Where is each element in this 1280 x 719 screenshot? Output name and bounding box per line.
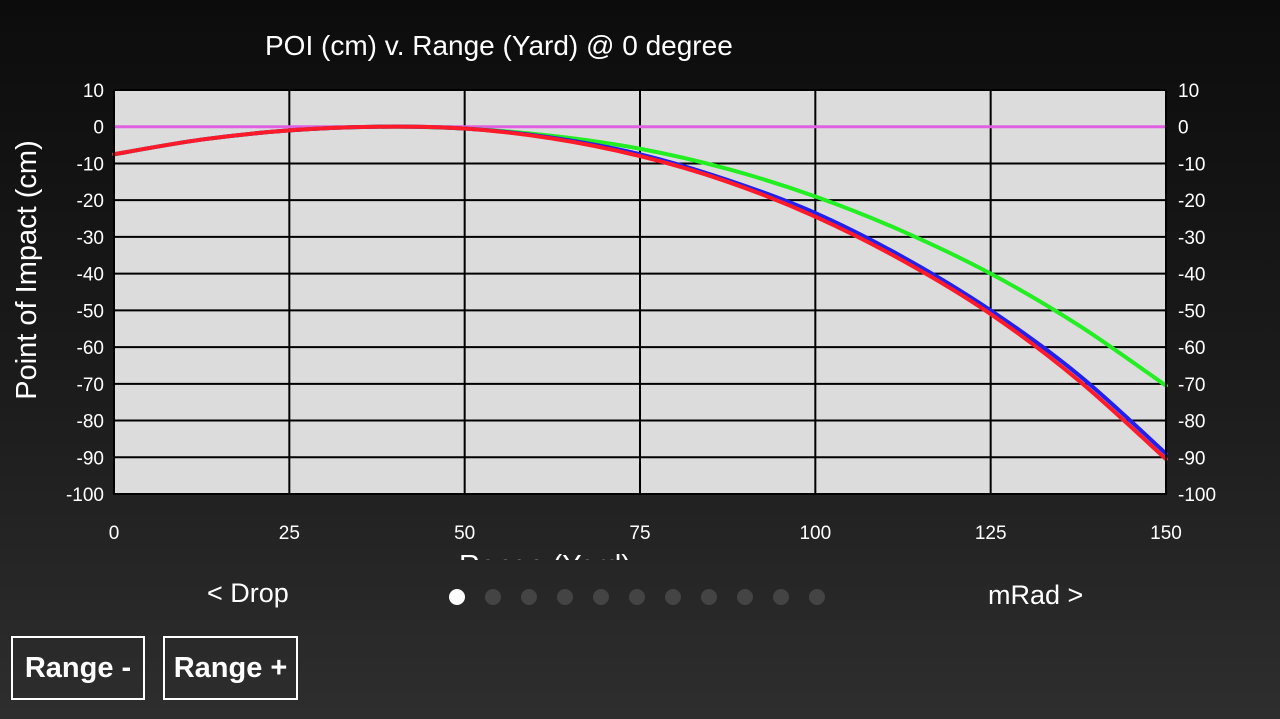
page-dot[interactable] (629, 589, 645, 605)
y-tick-label-left: -100 (66, 485, 104, 506)
y-tick-label-left: -30 (77, 228, 104, 249)
y-tick-label-right: 0 (1178, 118, 1189, 139)
y-axis-title: Point of Impact (cm) (11, 140, 43, 399)
mrad-page-link[interactable]: mRad > (988, 580, 1084, 610)
y-tick-label-left: 10 (83, 81, 104, 102)
drop-page-link[interactable]: < Drop (207, 578, 289, 608)
y-tick-label-left: 0 (93, 118, 104, 139)
page-dot-active[interactable] (449, 589, 465, 605)
x-tick-label: 150 (1150, 523, 1182, 544)
y-tick-label-right: -50 (1178, 301, 1205, 322)
x-tick-label: 125 (975, 523, 1007, 544)
y-tick-label-left: -80 (77, 412, 104, 433)
y-tick-label-left: -90 (77, 448, 104, 469)
page-dot[interactable] (557, 589, 573, 605)
page-dot[interactable] (701, 589, 717, 605)
y-tick-label-left: -40 (77, 265, 104, 286)
page-dot[interactable] (521, 589, 537, 605)
y-tick-label-right: -10 (1178, 154, 1205, 175)
y-tick-label-right: -90 (1178, 448, 1205, 469)
x-tick-label: 75 (629, 523, 650, 544)
x-tick-label: 0 (109, 523, 120, 544)
y-tick-label-right: -80 (1178, 412, 1205, 433)
page-dot[interactable] (593, 589, 609, 605)
page-dot[interactable] (485, 589, 501, 605)
y-tick-label-left: -70 (77, 375, 104, 396)
page-dot[interactable] (737, 589, 753, 605)
x-tick-label: 25 (279, 523, 300, 544)
y-tick-label-left: -60 (77, 338, 104, 359)
page-indicator[interactable] (449, 589, 825, 605)
poi-range-chart: 100-10-20-30-40-50-60-70-80-90-100 100-1… (11, 81, 1216, 560)
y-axis-left-ticks: 10 0 -10 -20 -30 -40 -50 -60 -70 -80 -90 -100 (66, 81, 104, 506)
y-tick-label-left: -50 (77, 301, 104, 322)
range-minus-button[interactable]: Range - (11, 636, 145, 700)
y-tick-label-right: -20 (1178, 191, 1205, 212)
page-dot[interactable] (773, 589, 789, 605)
y-tick-label-left: -10 (77, 154, 104, 175)
page-dot[interactable] (809, 589, 825, 605)
y-tick-label-right: -70 (1178, 375, 1205, 396)
x-tick-label: 100 (799, 523, 831, 544)
x-tick-label: 50 (454, 523, 475, 544)
plot-border (113, 89, 1167, 495)
y-tick-label-right: -100 (1178, 485, 1216, 506)
x-axis-ticks: 0 25 50 75 100 125 150 (109, 523, 1182, 544)
y-tick-label-right: -60 (1178, 338, 1205, 359)
y-tick-label-left: -20 (77, 191, 104, 212)
series-line-3 (112, 124, 1168, 462)
y-axis-right-ticks: 10 0 -10 -20 -30 -40 -50 -60 -70 -80 -90 -100 (1178, 81, 1216, 506)
page-dot[interactable] (665, 589, 681, 605)
chart-title: POI (cm) v. Range (Yard) @ 0 degree (265, 30, 733, 61)
range-plus-button[interactable]: Range + (163, 636, 298, 700)
y-tick-label-right: 10 (1178, 81, 1199, 102)
y-tick-label-right: -40 (1178, 265, 1205, 286)
series-group (112, 124, 1168, 462)
x-axis-title: Range (Yard) (459, 550, 631, 560)
y-tick-label-right: -30 (1178, 228, 1205, 249)
